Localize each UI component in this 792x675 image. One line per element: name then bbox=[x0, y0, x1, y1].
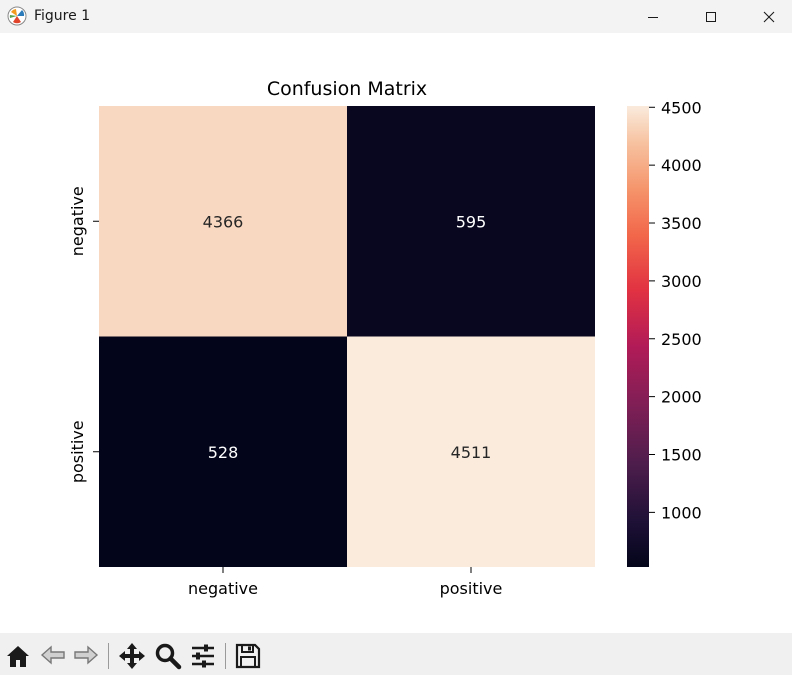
matplotlib-app-icon bbox=[7, 6, 27, 26]
x-tick-label: positive bbox=[440, 579, 503, 598]
figure-canvas: Confusion Matrix 4366 595 528 4511 negative… bbox=[0, 33, 792, 633]
pan-move-icon bbox=[119, 643, 145, 669]
save-button[interactable] bbox=[233, 641, 263, 671]
maximize-icon bbox=[706, 11, 716, 22]
colorbar-tick-label: 2500 bbox=[661, 330, 702, 349]
close-button[interactable] bbox=[740, 0, 792, 33]
home-button[interactable] bbox=[3, 641, 33, 671]
zoom-button[interactable] bbox=[153, 641, 183, 671]
colorbar bbox=[627, 106, 649, 567]
colorbar-tick-label: 4500 bbox=[661, 98, 702, 117]
y-tick-label: positive bbox=[68, 420, 87, 483]
cell-annotation: 595 bbox=[456, 212, 487, 231]
back-button[interactable] bbox=[38, 641, 68, 671]
window-titlebar: Figure 1 bbox=[0, 0, 792, 33]
heatmap-cell bbox=[99, 336, 347, 567]
colorbar-tick-label: 2000 bbox=[661, 388, 702, 407]
close-icon bbox=[763, 11, 775, 22]
home-icon bbox=[7, 646, 29, 667]
x-tick-label: negative bbox=[188, 579, 258, 598]
forward-button[interactable] bbox=[71, 641, 101, 671]
pan-button[interactable] bbox=[117, 641, 147, 671]
toolbar-separator bbox=[108, 643, 109, 669]
colorbar-tick-label: 1500 bbox=[661, 445, 702, 464]
cell-annotation: 4511 bbox=[451, 443, 492, 462]
minimize-button[interactable] bbox=[624, 0, 682, 33]
configure-subplots-icon bbox=[192, 644, 214, 668]
heatmap-cell bbox=[99, 106, 347, 337]
back-arrow-icon bbox=[40, 645, 65, 665]
colorbar-tick-label: 1000 bbox=[661, 503, 702, 522]
zoom-magnifier-icon bbox=[155, 643, 182, 670]
heatmap-cell bbox=[347, 106, 595, 337]
y-tick-label: negative bbox=[68, 186, 87, 256]
maximize-button[interactable] bbox=[682, 0, 740, 33]
navigation-toolbar bbox=[0, 633, 792, 675]
colorbar-tick-label: 3000 bbox=[661, 272, 702, 291]
toolbar-separator bbox=[225, 643, 226, 669]
window-title: Figure 1 bbox=[34, 8, 91, 24]
heatmap-chart: Confusion Matrix 4366 595 528 4511 negative… bbox=[68, 78, 702, 598]
minimize-icon bbox=[648, 16, 658, 18]
colorbar-tick-label: 4000 bbox=[661, 156, 702, 175]
cell-annotation: 528 bbox=[208, 443, 239, 462]
forward-arrow-icon bbox=[74, 645, 99, 665]
configure-subplots-button[interactable] bbox=[188, 641, 218, 671]
heatmap-cell bbox=[347, 336, 595, 567]
save-floppy-icon bbox=[235, 643, 261, 669]
colorbar-tick-label: 3500 bbox=[661, 214, 702, 233]
cell-annotation: 4366 bbox=[203, 212, 244, 231]
chart-title: Confusion Matrix bbox=[267, 78, 427, 100]
